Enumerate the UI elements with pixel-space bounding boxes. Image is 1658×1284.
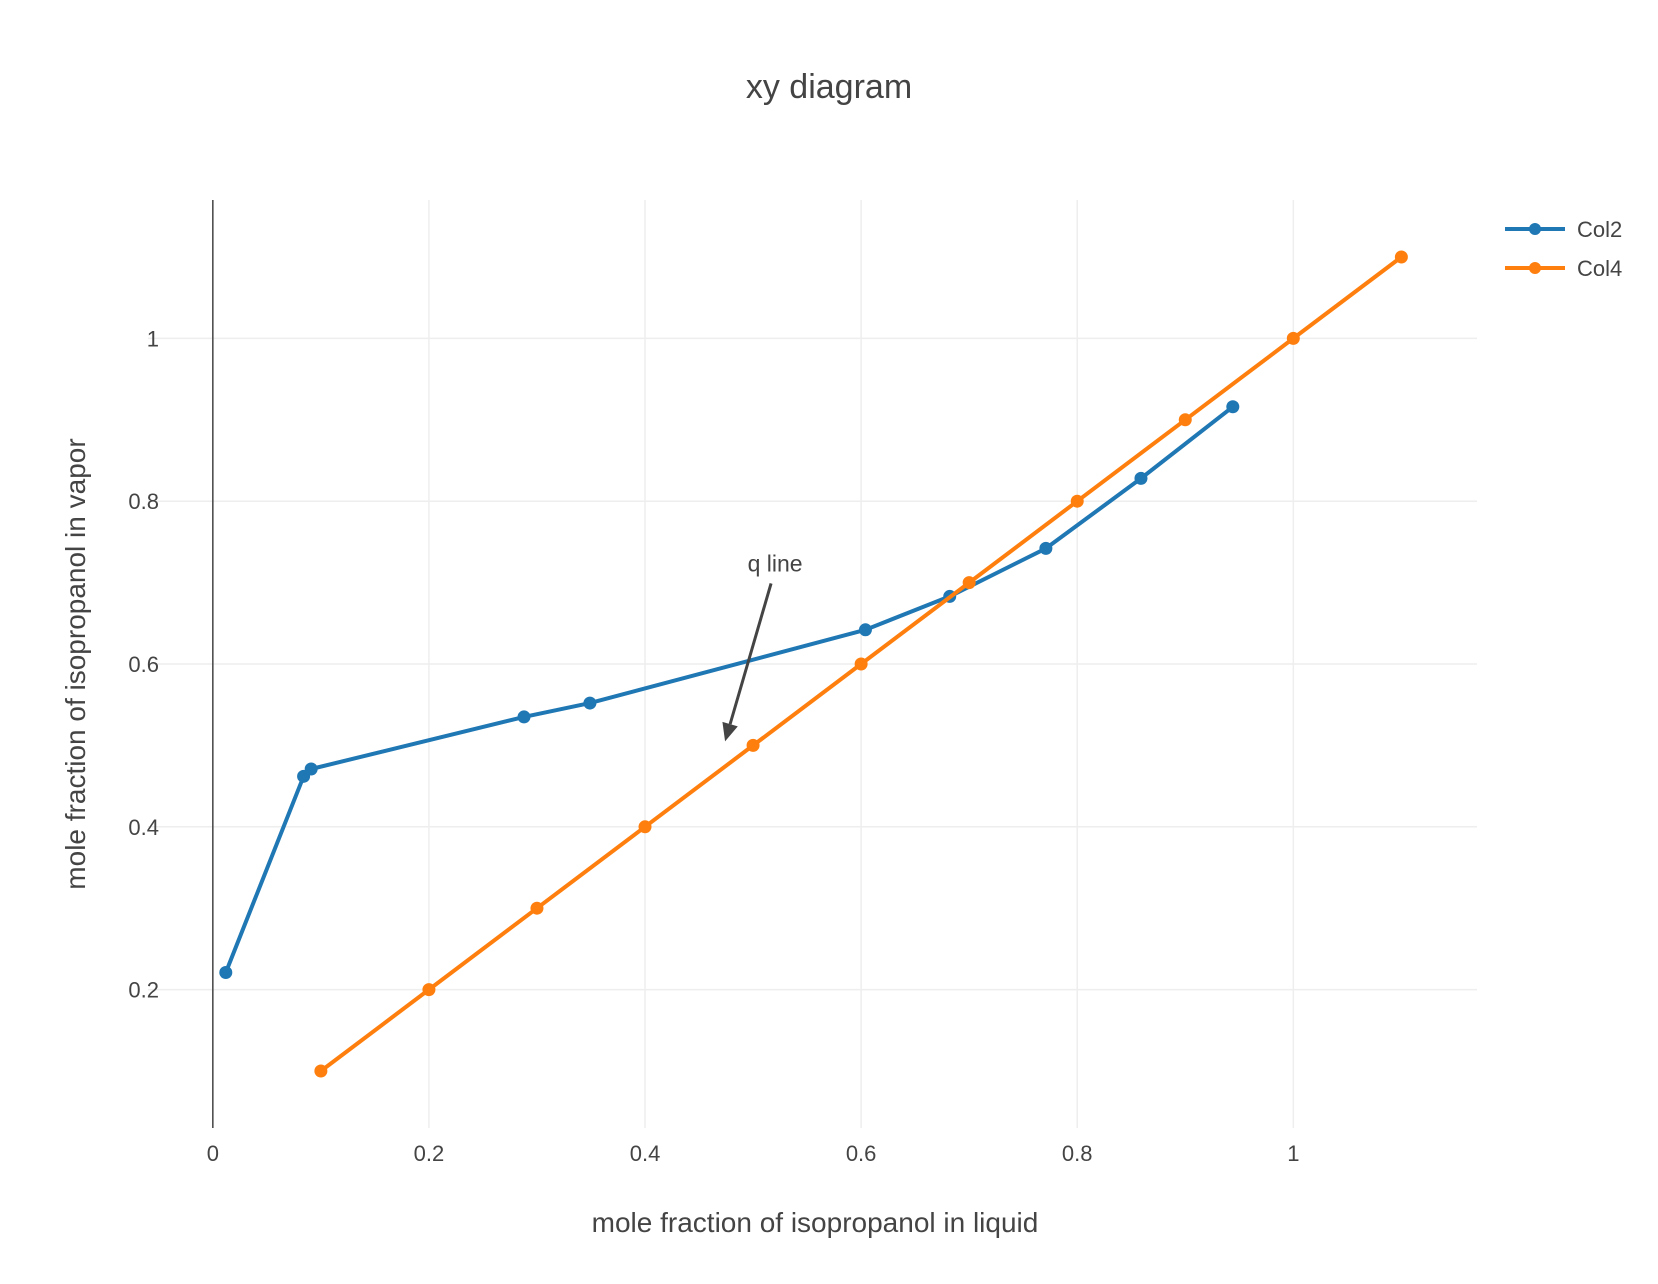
data-point-col2[interactable] xyxy=(304,762,318,776)
legend-marker-col4 xyxy=(1529,262,1541,274)
y-tick-label: 0.2 xyxy=(128,978,159,1003)
annotation-arrow-line xyxy=(728,582,773,725)
series-layer xyxy=(219,250,1408,1078)
x-axis-title: mole fraction of isopropanol in liquid xyxy=(592,1207,1039,1238)
data-point-col2[interactable] xyxy=(583,696,597,710)
data-point-col2[interactable] xyxy=(858,623,872,637)
x-tick-label: 1 xyxy=(1287,1141,1299,1166)
y-axis-title: mole fraction of isopropanol in vapor xyxy=(60,438,91,889)
series-line-col2 xyxy=(223,405,1235,974)
legend-item-col4[interactable]: Col4 xyxy=(1505,256,1622,281)
chart-title: xy diagram xyxy=(746,68,912,106)
legend-marker-col2 xyxy=(1529,223,1541,235)
y-tick-label: 0.8 xyxy=(128,489,159,514)
data-point-col4[interactable] xyxy=(530,901,544,915)
data-point-col4[interactable] xyxy=(1178,413,1192,427)
data-point-col4[interactable] xyxy=(1070,494,1084,508)
data-point-col4[interactable] xyxy=(314,1064,328,1078)
data-point-col4[interactable] xyxy=(1286,331,1300,345)
annotation-arrowhead xyxy=(722,721,738,742)
x-tick-label: 0.4 xyxy=(630,1141,661,1166)
x-tick-label: 0.8 xyxy=(1062,1141,1093,1166)
legend-label-col4: Col4 xyxy=(1577,256,1622,281)
tick-labels: 0 0.2 0.4 0.6 0.8 1 0.2 0.4 0.6 0.8 1 xyxy=(128,326,1299,1166)
x-tick-label: 0 xyxy=(207,1141,219,1166)
data-point-col4[interactable] xyxy=(854,657,868,671)
legend-item-col2[interactable]: Col2 xyxy=(1505,217,1622,242)
data-point-col4[interactable] xyxy=(746,738,760,752)
data-point-col2[interactable] xyxy=(1226,400,1240,414)
data-point-col4[interactable] xyxy=(638,820,652,834)
legend-label-col2: Col2 xyxy=(1577,217,1622,242)
x-tick-label: 0.2 xyxy=(414,1141,445,1166)
annotation-layer: q line xyxy=(722,550,803,742)
grid-lines xyxy=(148,200,1477,1128)
y-tick-label: 0.4 xyxy=(128,815,159,840)
data-point-col2[interactable] xyxy=(219,966,233,980)
data-point-col4[interactable] xyxy=(422,983,436,997)
data-point-col4[interactable] xyxy=(962,576,976,590)
legend[interactable]: Col2 Col4 xyxy=(1505,217,1622,281)
annotation-label: q line xyxy=(748,550,803,576)
data-point-col2[interactable] xyxy=(517,710,531,724)
data-point-col2[interactable] xyxy=(1039,541,1053,555)
x-tick-label: 0.6 xyxy=(846,1141,877,1166)
y-tick-label: 1 xyxy=(147,326,159,351)
y-tick-label: 0.6 xyxy=(128,652,159,677)
data-point-col4[interactable] xyxy=(1394,250,1408,264)
data-point-col2[interactable] xyxy=(1134,471,1148,485)
